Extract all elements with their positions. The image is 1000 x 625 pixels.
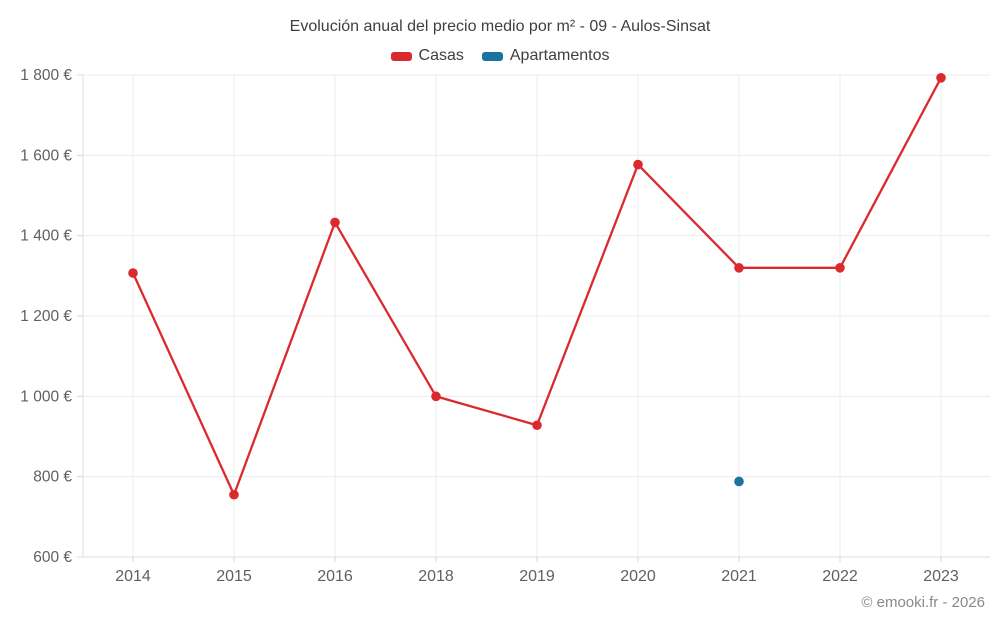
chart-title: Evolución anual del precio medio por m² …: [289, 18, 711, 35]
series-casas: [128, 73, 946, 500]
x-axis-label: 2016: [317, 568, 353, 585]
legend-item-apartamentos[interactable]: Apartamentos: [481, 47, 610, 65]
legend-item-casas[interactable]: Casas: [390, 47, 464, 65]
legend: Casas Apartamentos: [0, 47, 1000, 65]
y-axis-label: 1 600 €: [20, 147, 72, 164]
data-point[interactable]: [229, 489, 239, 500]
x-axis-label: 2015: [216, 568, 252, 585]
data-point[interactable]: [330, 217, 340, 228]
data-point[interactable]: [734, 476, 744, 487]
data-point[interactable]: [734, 263, 744, 273]
y-axis-label: 800 €: [33, 469, 72, 486]
x-axis-label: 2020: [620, 568, 656, 585]
footer-credit: © emooki.fr - 2026: [861, 594, 985, 611]
y-axis-label: 1 400 €: [20, 228, 72, 245]
x-axis-label: 2018: [418, 568, 454, 585]
data-point[interactable]: [431, 391, 441, 402]
y-axis-label: 1 200 €: [20, 308, 72, 325]
x-axis-labels: 2014 2015 2016 2018 2019 2020 2021 2022 2023: [115, 557, 959, 585]
legend-swatch: [481, 51, 503, 61]
data-point[interactable]: [633, 159, 643, 170]
y-axis-label: 1 000 €: [20, 388, 72, 405]
legend-label: Apartamentos: [509, 47, 610, 64]
y-gridlines: 600 € 800 € 1 000 € 1 200 € 1 400 € 1 600 € 1 …: [20, 67, 990, 566]
x-axis-label: 2019: [519, 568, 555, 585]
x-axis-label: 2014: [115, 568, 151, 585]
legend-swatch: [390, 51, 412, 61]
data-point[interactable]: [532, 420, 542, 431]
y-axis-label: 600 €: [33, 549, 72, 566]
data-point[interactable]: [128, 268, 138, 278]
legend-label: Casas: [418, 47, 464, 64]
x-axis-label: 2023: [923, 568, 959, 585]
x-axis-label: 2022: [822, 568, 858, 585]
x-axis-label: 2021: [721, 568, 757, 585]
data-point[interactable]: [936, 73, 946, 83]
y-axis-label: 1 800 €: [20, 67, 72, 84]
series-apartamentos: [734, 476, 744, 487]
data-point[interactable]: [835, 263, 845, 273]
